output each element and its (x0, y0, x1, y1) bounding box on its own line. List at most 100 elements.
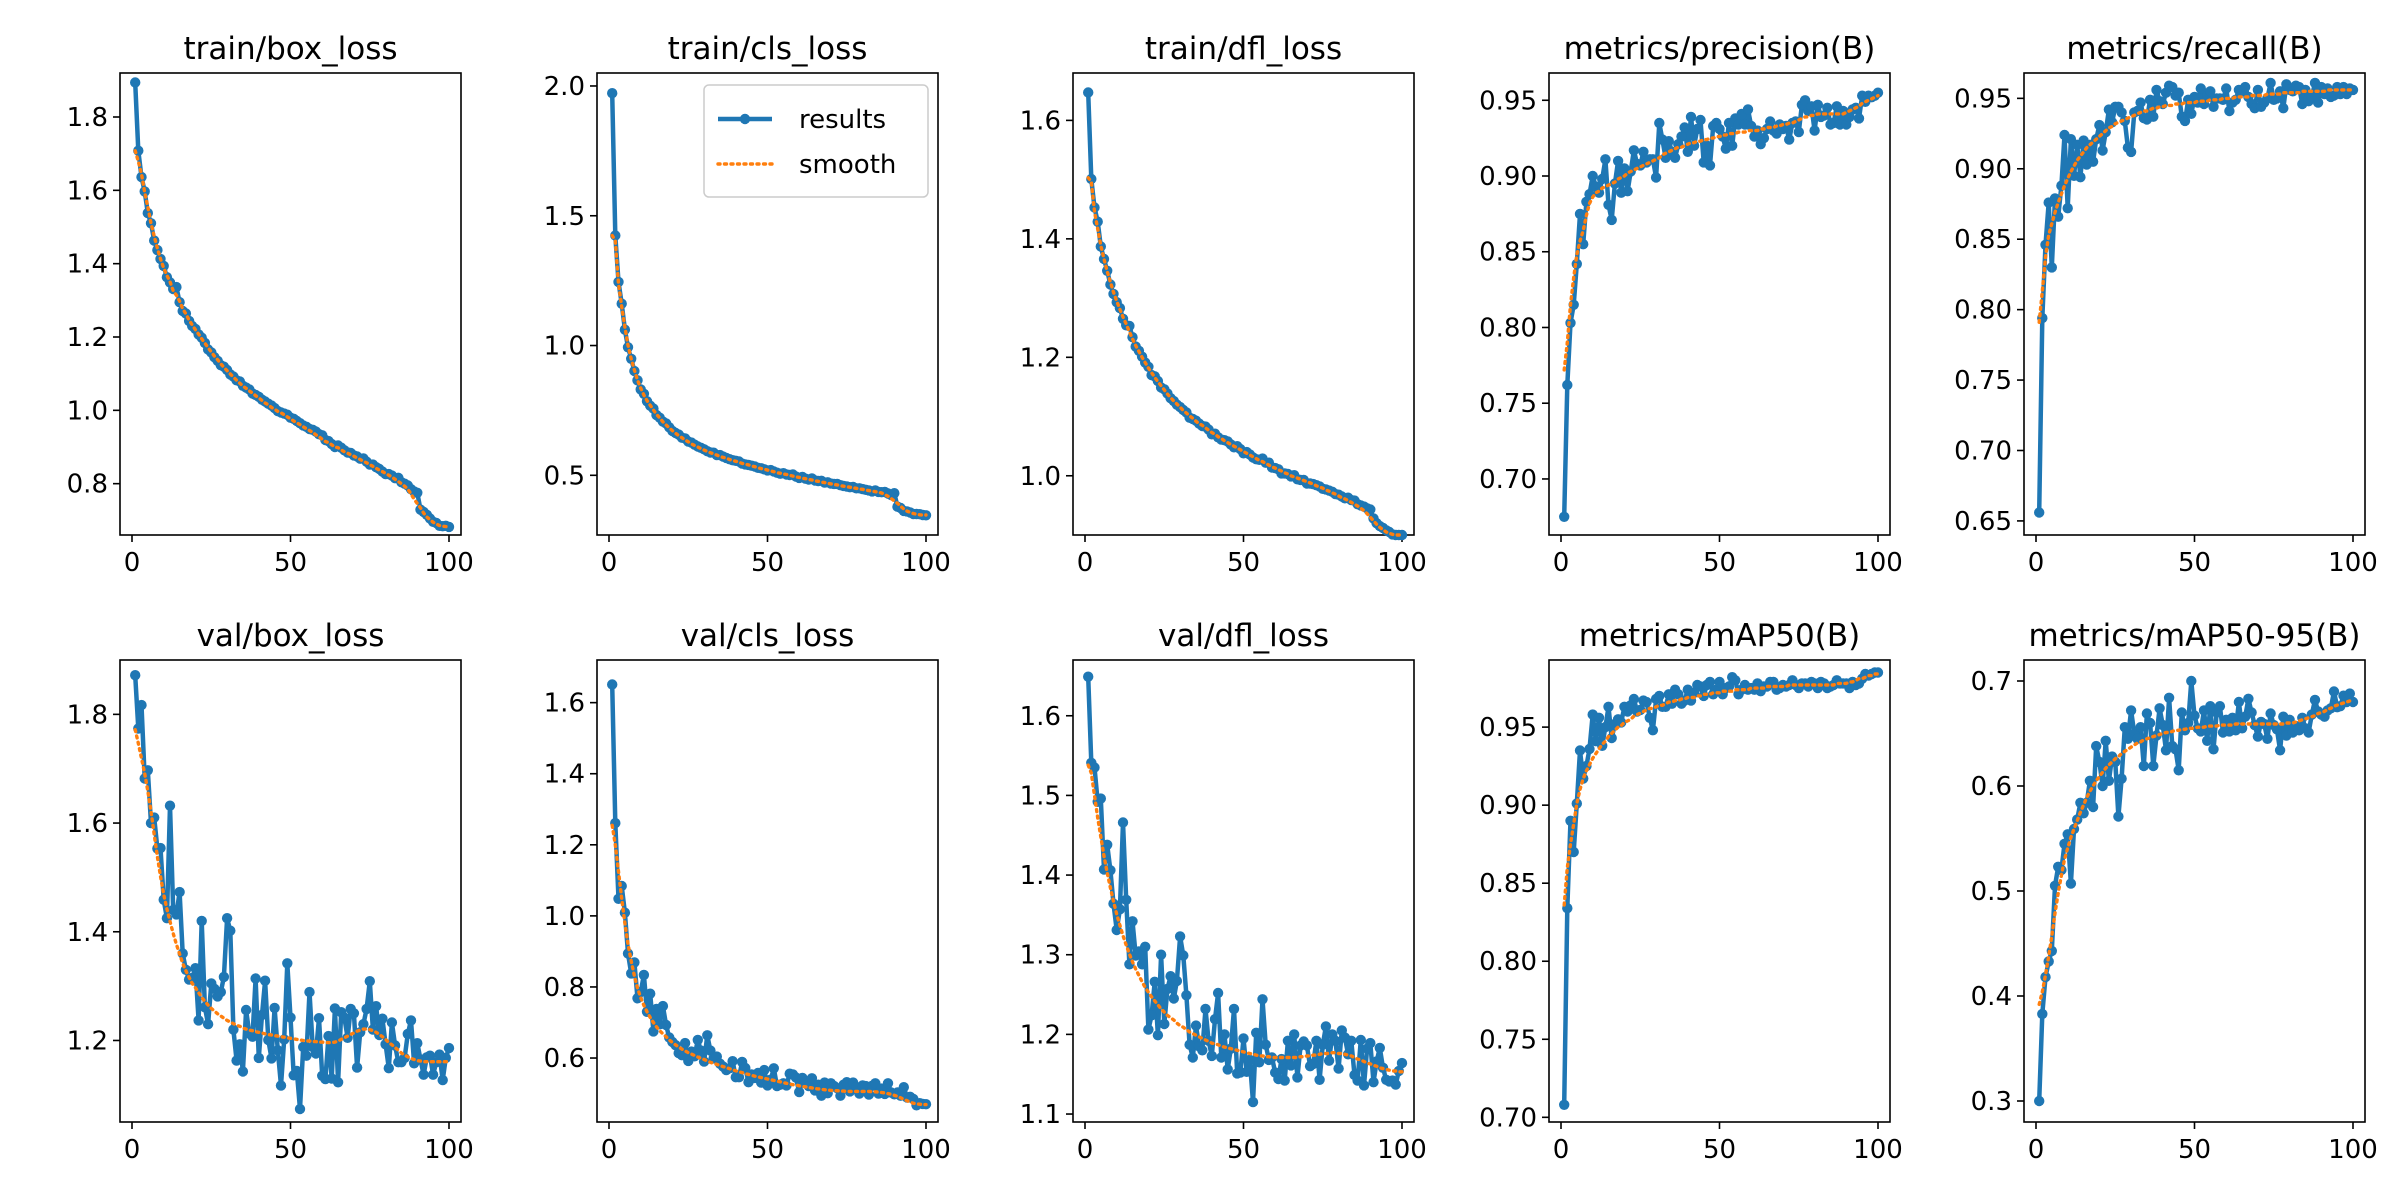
y-tick-label: 0.95 (1479, 86, 1537, 116)
results-point (1784, 134, 1795, 145)
x-tick-label: 100 (424, 548, 474, 578)
results-point (348, 1008, 360, 1019)
y-tick-label: 0.90 (1479, 791, 1537, 821)
results-point (1365, 1037, 1376, 1049)
results-point (1083, 87, 1094, 98)
axes-frame (596, 659, 939, 1123)
legend-label: results (799, 105, 886, 135)
results-point (1140, 941, 1151, 952)
results-point (2243, 693, 2254, 704)
results-point (794, 1086, 805, 1098)
results-point (1149, 976, 1160, 987)
results-point (427, 1069, 439, 1080)
results-point (1323, 1055, 1335, 1066)
results-point (1765, 116, 1776, 127)
results-point (2303, 727, 2314, 738)
results-point (2144, 717, 2156, 729)
y-tick-label: 1.4 (544, 760, 585, 790)
results-point (1251, 1027, 1262, 1039)
results-point (616, 298, 627, 309)
y-tick-label: 0.8 (67, 470, 108, 500)
y-tick-label: 0.80 (1954, 296, 2012, 326)
results-point (2179, 115, 2191, 127)
results-point (1606, 214, 1617, 226)
y-tick-label: 1.2 (1020, 343, 1061, 373)
results-point (1603, 701, 1614, 712)
results-point (1320, 1021, 1332, 1032)
results-point (2252, 731, 2264, 742)
results-point (2186, 675, 2197, 687)
results-point (247, 1031, 258, 1042)
results-point (2034, 507, 2045, 518)
panel-title: metrics/recall(B) (2066, 31, 2322, 67)
results-point (2233, 696, 2245, 708)
results-point (1260, 1039, 1271, 1050)
results-point (2274, 745, 2286, 756)
y-tick-label: 0.95 (1479, 713, 1537, 743)
results-point (196, 915, 207, 927)
results-point (1355, 1034, 1367, 1046)
results-point (1089, 762, 1100, 773)
results-point (1562, 379, 1573, 391)
results-point (405, 1015, 417, 1026)
results-point (253, 1052, 264, 1064)
y-tick-label: 0.80 (1479, 947, 1537, 977)
results-point (2119, 722, 2130, 733)
y-tick-label: 1.0 (67, 396, 108, 426)
results-point (310, 1048, 322, 1059)
results-point (1853, 113, 1865, 124)
results-point (228, 1024, 239, 1035)
results-point (2113, 811, 2124, 822)
results-point (2065, 878, 2077, 889)
x-tick-label: 50 (1227, 548, 1260, 578)
results-point (1574, 208, 1586, 220)
results-point (2046, 262, 2057, 273)
results-point (221, 913, 233, 924)
results-point (1685, 111, 1697, 123)
x-tick-label: 100 (901, 1135, 951, 1165)
results-point (657, 1000, 669, 1012)
results-point (2224, 105, 2235, 117)
results-point (2265, 77, 2276, 89)
y-tick-label: 1.4 (67, 250, 108, 280)
results-point (237, 1066, 249, 1077)
results-point (2347, 696, 2359, 708)
results-point (2176, 707, 2187, 718)
results-point (889, 488, 900, 499)
y-tick-label: 1.8 (67, 103, 108, 133)
results-point (358, 1018, 369, 1030)
results-point (2087, 156, 2099, 167)
results-point (1289, 1029, 1300, 1040)
y-tick-label: 0.5 (1971, 877, 2012, 907)
results-point (898, 1082, 909, 1093)
results-point (174, 886, 185, 898)
results-point (1127, 916, 1138, 927)
results-point (1216, 1052, 1227, 1063)
results-point (2186, 108, 2197, 120)
results-point (1317, 1039, 1329, 1050)
results-point (1742, 104, 1754, 115)
x-tick-label: 50 (1703, 1135, 1736, 1165)
x-tick-label: 100 (901, 548, 951, 578)
results-point (2208, 744, 2219, 755)
results-point (2100, 735, 2111, 746)
axes-frame (1072, 72, 1415, 536)
results-point (835, 1090, 846, 1101)
results-line (1085, 92, 1402, 538)
results-point (660, 1019, 672, 1031)
results-point (1266, 1052, 1278, 1063)
results-line (1561, 91, 1880, 517)
results-point (1279, 1075, 1290, 1086)
x-tick-label: 0 (1553, 548, 1570, 578)
results-point (759, 1064, 770, 1076)
results-point (386, 1017, 398, 1028)
y-tick-label: 1.2 (1020, 1020, 1061, 1050)
results-point (2183, 717, 2194, 729)
results-point (1155, 949, 1167, 960)
panel-metrics-map50-95-b: metrics/mAP50-95(B) 0 50 100 0.3 0.4 0.5 0.6 0.7 (1971, 618, 2378, 1165)
axes-frame (1548, 72, 1891, 536)
results-point (1187, 1052, 1199, 1063)
results-point (2170, 744, 2181, 755)
results-point (2037, 1008, 2048, 1020)
